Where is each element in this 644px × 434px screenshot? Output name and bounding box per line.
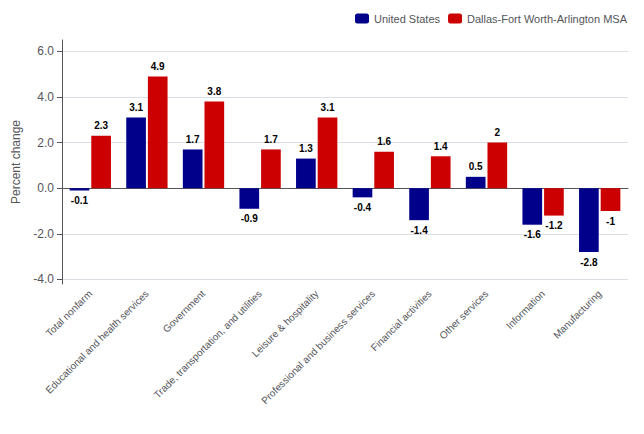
svg-text:6.0: 6.0 [37,44,54,58]
svg-text:Percent change: Percent change [9,120,23,204]
svg-text:-2.8: -2.8 [580,257,598,268]
svg-text:4.9: 4.9 [151,61,165,72]
svg-text:-1: -1 [606,216,615,227]
svg-text:Government: Government [161,288,208,335]
svg-text:-0.4: -0.4 [354,202,372,213]
svg-text:Professional and business serv: Professional and business services [259,288,377,406]
svg-text:3.8: 3.8 [207,86,221,97]
svg-text:Manufacturing: Manufacturing [551,288,604,341]
svg-text:-1.4: -1.4 [410,225,428,236]
svg-text:Educational and health service: Educational and health services [43,288,150,395]
svg-text:-4.0: -4.0 [33,272,54,286]
svg-text:1.3: 1.3 [299,143,313,154]
svg-text:-1.2: -1.2 [545,220,563,231]
svg-text:United States: United States [374,13,441,25]
svg-text:Financial activities: Financial activities [369,288,434,353]
svg-text:Dallas-Fort Worth-Arlington MS: Dallas-Fort Worth-Arlington MSA [467,13,628,25]
svg-text:-0.9: -0.9 [241,213,259,224]
svg-text:1.4: 1.4 [434,141,448,152]
svg-text:-0.1: -0.1 [71,195,89,206]
svg-text:3.1: 3.1 [129,102,143,113]
svg-text:0.0: 0.0 [37,181,54,195]
svg-text:Trade, transportation, and uti: Trade, transportation, and utilities [152,288,264,400]
svg-text:-2.0: -2.0 [33,227,54,241]
svg-text:2.0: 2.0 [37,136,54,150]
svg-text:-1.6: -1.6 [524,229,542,240]
svg-text:1.6: 1.6 [377,136,391,147]
svg-text:Information: Information [504,288,547,331]
svg-text:4.0: 4.0 [37,90,54,104]
svg-text:Total nonfarm: Total nonfarm [44,288,95,339]
svg-text:3.1: 3.1 [321,102,335,113]
svg-text:1.7: 1.7 [264,134,278,145]
svg-text:Leisure & hospitality: Leisure & hospitality [249,288,321,360]
svg-text:2.3: 2.3 [94,120,108,131]
svg-text:0.5: 0.5 [469,161,483,172]
svg-text:Other services: Other services [437,288,490,341]
svg-text:2: 2 [495,127,501,138]
svg-text:1.7: 1.7 [186,134,200,145]
